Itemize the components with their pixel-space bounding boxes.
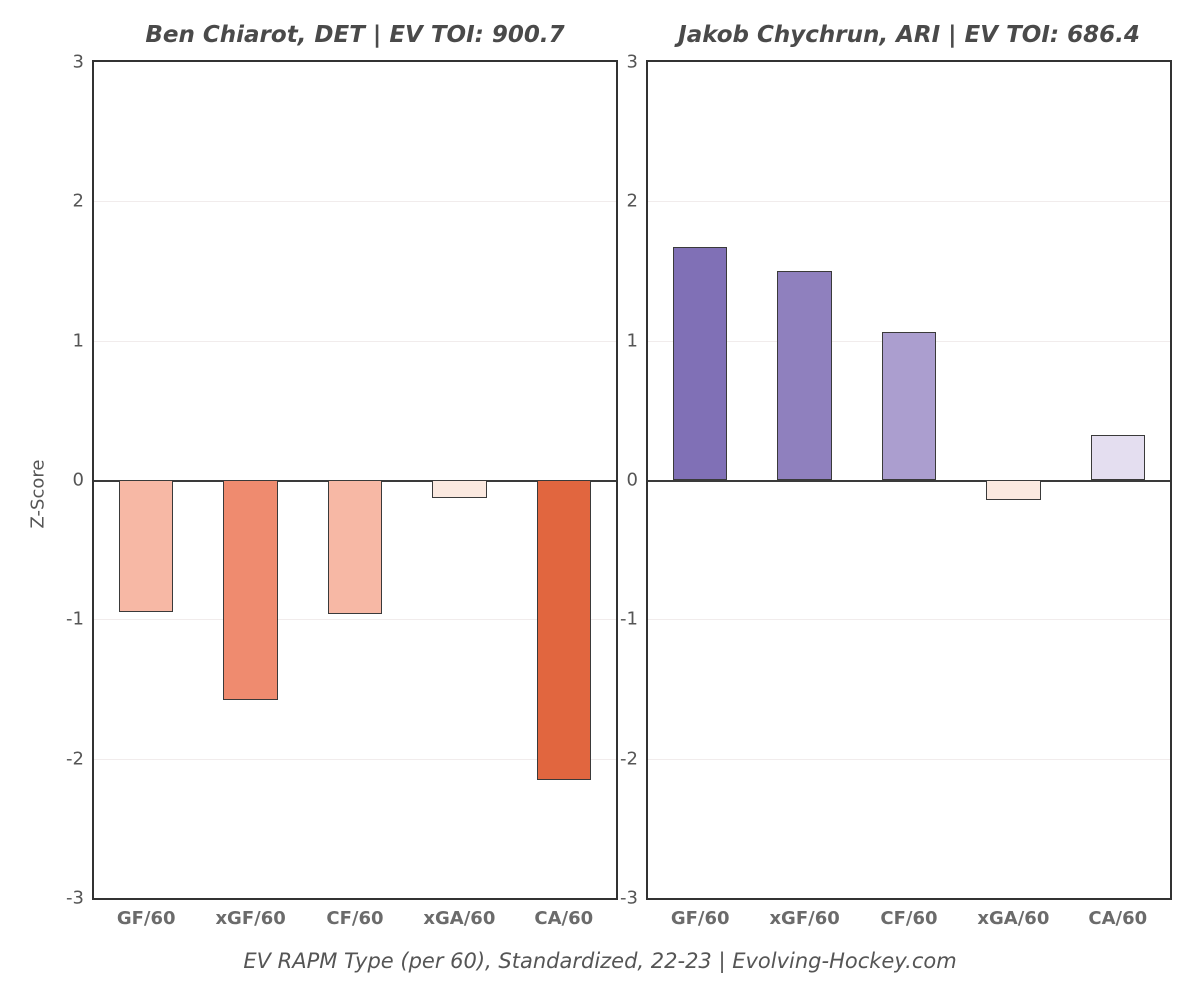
y-axis-label: Z-Score — [28, 459, 49, 528]
xtick-label: CF/60 — [880, 898, 937, 929]
xtick-label: xGA/60 — [423, 898, 495, 929]
panels-row: Ben Chiarot, DET | EV TOI: 900.7 -3-2-10… — [92, 60, 1172, 900]
caption: EV RAPM Type (per 60), Standardized, 22-… — [0, 949, 1200, 973]
xtick-label: CA/60 — [534, 898, 593, 929]
xtick-label: xGF/60 — [769, 898, 839, 929]
bar — [328, 480, 382, 614]
gridline — [94, 341, 616, 342]
xtick-label: GF/60 — [671, 898, 730, 929]
panel-left: Ben Chiarot, DET | EV TOI: 900.7 -3-2-10… — [92, 60, 618, 900]
ytick-label: 2 — [627, 191, 648, 212]
ytick-label: 3 — [627, 52, 648, 73]
ytick-label: -3 — [620, 888, 648, 909]
gridline — [648, 619, 1170, 620]
ytick-label: -1 — [620, 609, 648, 630]
ytick-label: 3 — [73, 52, 94, 73]
ytick-label: 0 — [73, 470, 94, 491]
bar — [119, 480, 173, 612]
bar — [777, 271, 831, 480]
ytick-label: -2 — [66, 748, 94, 769]
panel-title: Ben Chiarot, DET | EV TOI: 900.7 — [92, 22, 618, 48]
figure: Z-Score Ben Chiarot, DET | EV TOI: 900.7… — [0, 0, 1200, 987]
ytick-label: -1 — [66, 609, 94, 630]
bar — [986, 480, 1040, 500]
bar — [223, 480, 277, 700]
bar — [673, 247, 727, 480]
xtick-label: CF/60 — [326, 898, 383, 929]
zero-line — [648, 480, 1170, 482]
gridline — [648, 201, 1170, 202]
plot-area: -3-2-10123GF/60xGF/60CF/60xGA/60CA/60 — [646, 60, 1172, 900]
ytick-label: 2 — [73, 191, 94, 212]
xtick-label: xGF/60 — [215, 898, 285, 929]
bar — [432, 480, 486, 498]
ytick-label: -3 — [66, 888, 94, 909]
ytick-label: 1 — [73, 330, 94, 351]
panel-title: Jakob Chychrun, ARI | EV TOI: 686.4 — [646, 22, 1172, 48]
xtick-label: xGA/60 — [977, 898, 1049, 929]
plot-area: -3-2-10123GF/60xGF/60CF/60xGA/60CA/60 — [92, 60, 618, 900]
bar — [1091, 435, 1145, 480]
bar — [537, 480, 591, 780]
xtick-label: CA/60 — [1088, 898, 1147, 929]
gridline — [94, 201, 616, 202]
ytick-label: -2 — [620, 748, 648, 769]
ytick-label: 0 — [627, 470, 648, 491]
ytick-label: 1 — [627, 330, 648, 351]
panel-right: Jakob Chychrun, ARI | EV TOI: 686.4 -3-2… — [646, 60, 1172, 900]
gridline — [648, 759, 1170, 760]
bar — [882, 332, 936, 480]
xtick-label: GF/60 — [117, 898, 176, 929]
